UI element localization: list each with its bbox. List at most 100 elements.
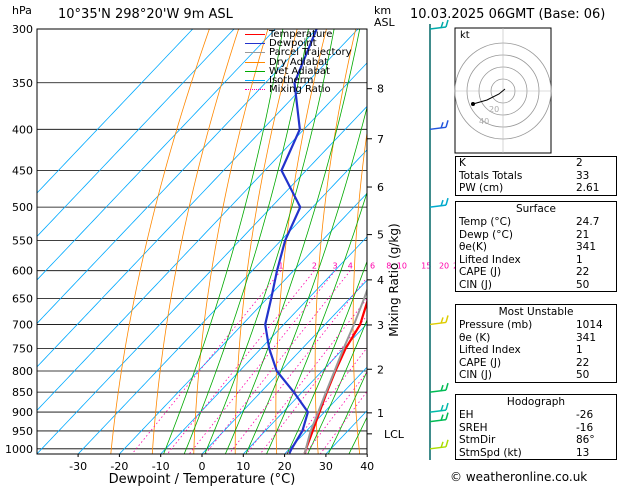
dry-adiabat-line xyxy=(619,29,629,454)
x-tick-label: -20 xyxy=(110,460,128,473)
dry-adiabat-line xyxy=(352,129,367,454)
height-unit-label-2: ASL xyxy=(374,16,395,29)
height-tick-label: 6 xyxy=(377,181,384,194)
series-dewpoint xyxy=(264,29,318,454)
mixing-ratio-label: 10 xyxy=(397,262,407,271)
axes: 1234681015202530035040045050055060065070… xyxy=(5,23,463,486)
mixing-ratio-line xyxy=(285,347,367,454)
hodograph-row: StmSpd (kt) 13 xyxy=(459,446,590,459)
pressure-tick-label: 850 xyxy=(12,386,33,399)
legend-item-dewpoint: Dewpoint xyxy=(245,39,352,49)
hodograph-table: Hodograph EH -26 SREH -16 StmDir 86° StmSpd… xyxy=(455,394,617,460)
mixing-ratio-line xyxy=(188,270,336,454)
isotherm-line xyxy=(119,192,367,454)
x-tick-label: 10 xyxy=(236,460,250,473)
series-parcel-trajectory xyxy=(303,287,367,454)
profile-curves xyxy=(264,29,367,454)
pressure-tick-label: 950 xyxy=(12,425,33,438)
hodograph-row: StmDir 86° xyxy=(459,434,595,446)
wet-adiabat-line xyxy=(307,318,367,454)
pressure-tick-label: 900 xyxy=(12,406,33,419)
pressure-tick-label: 500 xyxy=(12,201,33,214)
mixing-ratio-label: 20 xyxy=(439,262,449,271)
surface-row: CIN (J) 50 xyxy=(459,278,590,291)
location-title: 10°35'N 298°20'W 9m ASL xyxy=(58,7,233,22)
pressure-tick-label: 350 xyxy=(12,77,33,90)
isotherm-line xyxy=(77,149,367,454)
mixing-ratio-label: 8 xyxy=(386,262,391,271)
x-tick-label: 0 xyxy=(199,460,206,473)
height-tick-label: 8 xyxy=(377,83,384,96)
dry-adiabat-line xyxy=(151,29,240,454)
mixing-ratio-label: 4 xyxy=(348,262,353,271)
surface-row: Lifted Index 1 xyxy=(459,253,583,266)
height-tick-label: 4 xyxy=(377,274,384,287)
pressure-tick-label: 750 xyxy=(12,342,33,355)
most-unstable-title: Most Unstable xyxy=(498,306,574,318)
lcl-label: LCL xyxy=(384,428,405,441)
mixing-ratio-line xyxy=(205,270,351,454)
isotherm-line xyxy=(37,29,276,281)
height-tick-label: 5 xyxy=(377,229,384,242)
hodograph-unit-label: kt xyxy=(460,30,470,41)
x-tick-label: 20 xyxy=(278,460,292,473)
mixing-ratio-label: 3 xyxy=(333,262,338,271)
isotherm-line xyxy=(160,236,367,454)
pressure-tick-label: 400 xyxy=(12,123,33,136)
surface-row: θe(K) 341 xyxy=(459,241,597,253)
hodograph-row: SREH -16 xyxy=(459,421,594,434)
wet-adiabat-line xyxy=(245,105,367,454)
mixing-ratio-label: 2 xyxy=(312,262,317,271)
surface-table: Surface Temp (°C) 24.7 Dewp (°C) 21 θe(K) 3… xyxy=(455,201,617,292)
mixing-ratio-label: 6 xyxy=(370,262,375,271)
wet-adiabat-line xyxy=(183,29,309,454)
height-tick-label: 7 xyxy=(377,133,384,146)
isotherm-line xyxy=(37,62,367,411)
wet-adiabat-line xyxy=(204,29,335,454)
dry-adiabat-line xyxy=(314,29,357,454)
datetime-title: 10.03.2025 06GMT (Base: 06) xyxy=(410,7,606,22)
mixing-ratio-label: 15 xyxy=(421,262,431,271)
pressure-unit-label: hPa xyxy=(12,4,32,17)
height-tick-label: 3 xyxy=(377,319,384,332)
pressure-tick-label: 600 xyxy=(12,265,33,278)
isotherm-line xyxy=(243,323,367,454)
x-tick-label: -10 xyxy=(152,460,170,473)
hodograph-row: EH -26 xyxy=(459,409,594,421)
legend-item-temperature: Temperature xyxy=(245,30,352,40)
isotherm-line xyxy=(37,29,235,238)
most-unstable-row: Pressure (mb) 1014 xyxy=(459,319,603,331)
wet-adiabat-line xyxy=(224,29,361,454)
isotherm-line xyxy=(37,105,367,454)
isotherm-line xyxy=(37,29,359,368)
mixing-ratio-line xyxy=(259,314,367,454)
pressure-tick-label: 450 xyxy=(12,164,33,177)
chart-legend: Temperature Dewpoint Parcel Trajectory D… xyxy=(245,30,352,95)
most-unstable-row: CIN (J) 50 xyxy=(459,369,590,381)
index-row-pw: PW (cm) 2.61 xyxy=(459,182,600,194)
pressure-tick-label: 1000 xyxy=(5,443,33,456)
dry-adiabat-line xyxy=(275,29,327,454)
most-unstable-row: θe (K) 341 xyxy=(459,331,597,344)
pressure-tick-label: 550 xyxy=(12,234,33,247)
legend-item-wet-adiabat: Wet Adiabat xyxy=(245,66,352,76)
dry-adiabat-line xyxy=(426,29,444,454)
height-tick-label: 1 xyxy=(377,407,384,420)
most-unstable-table: Most Unstable Pressure (mb) 1014 θe (K) 34… xyxy=(455,304,617,383)
credit-text: © weatheronline.co.uk xyxy=(450,470,588,484)
legend-item-mixing-ratio: Mixing Ratio xyxy=(245,85,352,95)
dry-adiabat-line xyxy=(110,29,210,454)
index-row-totals: Totals Totals 33 xyxy=(459,169,590,182)
wet-adiabat-line xyxy=(266,191,367,454)
mixing-ratio-line xyxy=(304,371,367,454)
surface-row: Temp (°C) 24.7 xyxy=(459,216,600,228)
isotherm-line xyxy=(37,29,317,324)
pressure-tick-label: 700 xyxy=(12,318,33,331)
mixing-ratio-label: 1 xyxy=(278,262,283,271)
y-axis-title: Mixing Ratio (g/kg) xyxy=(387,223,401,336)
pressure-tick-label: 300 xyxy=(12,23,33,36)
legend-item-parcel: Parcel Trajectory xyxy=(245,48,352,58)
mixing-ratio-line xyxy=(167,270,315,454)
x-tick-label: 30 xyxy=(319,460,333,473)
